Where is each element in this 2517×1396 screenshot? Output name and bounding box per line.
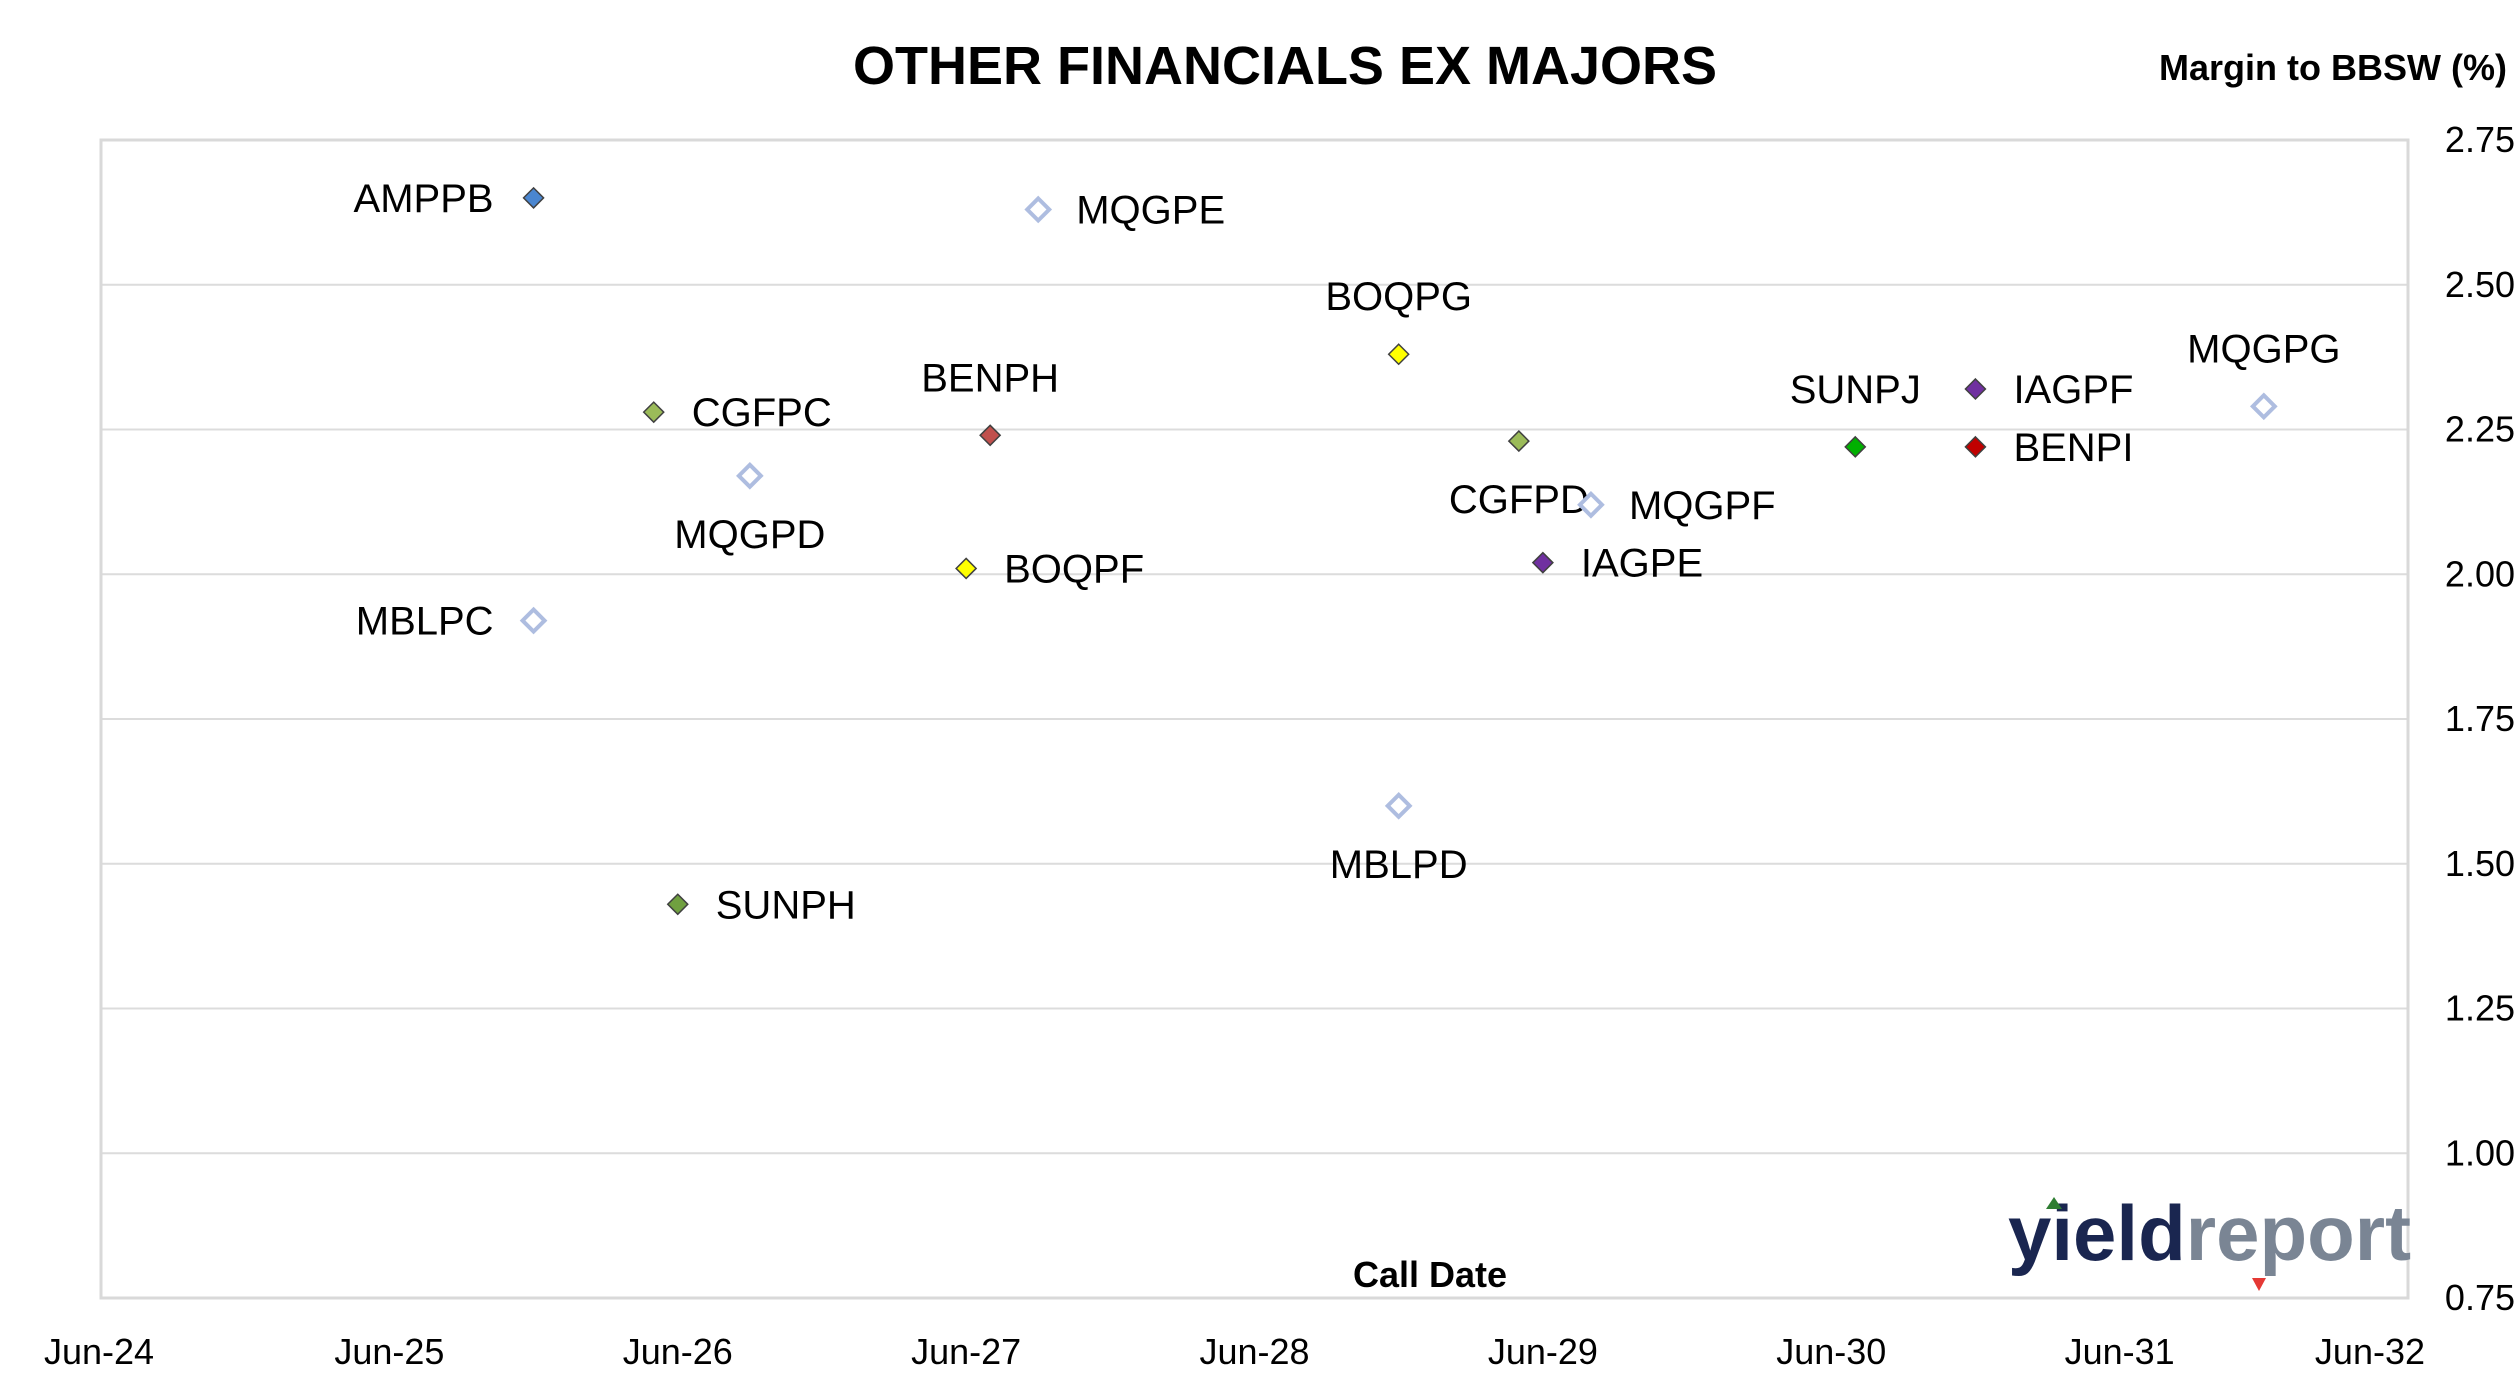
x-tick-label: Jun-31 bbox=[2065, 1331, 2175, 1372]
data-point-mqgpf: MQGPF bbox=[1577, 484, 1776, 528]
data-point-iagpe: IAGPE bbox=[1531, 542, 1703, 586]
point-label: SUNPJ bbox=[1790, 368, 1921, 412]
point-marker bbox=[522, 186, 545, 209]
data-points: AMPPB MQGPE BOQPG MQGPG CGFPC BENPH IAGPF SUNPJ… bbox=[354, 177, 2341, 927]
y-tick-label: 1.50 bbox=[2445, 843, 2515, 884]
point-marker bbox=[955, 557, 978, 580]
data-point-benpi: BENPI bbox=[1964, 426, 2133, 470]
point-marker bbox=[1024, 195, 1053, 224]
point-marker bbox=[1384, 792, 1413, 820]
data-point-mblpc: MBLPC bbox=[356, 600, 548, 644]
point-label: SUNPH bbox=[716, 883, 856, 927]
point-label: BENPI bbox=[2013, 426, 2133, 470]
plot-area-border bbox=[99, 138, 2410, 1300]
y-tick-label: 2.75 bbox=[2445, 119, 2515, 160]
y-tick-label: 2.00 bbox=[2445, 553, 2515, 594]
point-marker bbox=[1844, 435, 1867, 458]
point-marker bbox=[1387, 343, 1410, 366]
point-label: BOQPF bbox=[1004, 547, 1144, 591]
y-tick-label: 2.50 bbox=[2445, 264, 2515, 305]
point-label: BENPH bbox=[921, 356, 1059, 400]
data-point-sunpj: SUNPJ bbox=[1790, 368, 1921, 458]
data-point-cgfpc: CGFPC bbox=[642, 391, 832, 435]
point-label: CGFPD bbox=[1449, 478, 1589, 522]
point-marker bbox=[1964, 377, 1987, 401]
point-label: IAGPE bbox=[1581, 542, 1703, 586]
data-point-cgfpd: CGFPD bbox=[1449, 430, 1589, 522]
x-tick-label: Jun-25 bbox=[334, 1331, 444, 1372]
data-point-mqgpe: MQGPE bbox=[1024, 188, 1225, 232]
logo-down-arrow-icon bbox=[2252, 1278, 2266, 1291]
point-marker bbox=[736, 461, 764, 490]
data-point-iagpf: IAGPF bbox=[1964, 368, 2133, 412]
point-label: MQGPD bbox=[674, 513, 825, 557]
point-marker bbox=[979, 424, 1002, 447]
x-tick-label: Jun-28 bbox=[1199, 1331, 1309, 1372]
point-marker bbox=[519, 606, 548, 635]
x-tick-label: Jun-32 bbox=[2315, 1331, 2425, 1372]
data-point-mblpd: MBLPD bbox=[1330, 792, 1468, 887]
data-point-benph: BENPH bbox=[921, 356, 1059, 447]
x-tick-label: Jun-26 bbox=[623, 1331, 733, 1372]
point-label: CGFPC bbox=[692, 391, 832, 435]
data-point-amppb: AMPPB bbox=[354, 177, 545, 221]
data-point-sunph: SUNPH bbox=[666, 883, 856, 927]
point-label: MBLPC bbox=[356, 600, 494, 644]
y-tick-labels: 0.75 1.00 1.25 1.50 1.75 2.00 2.25 2.50 2.75 bbox=[2445, 119, 2515, 1318]
point-marker bbox=[2249, 392, 2278, 421]
point-marker bbox=[666, 893, 689, 916]
data-point-boqpg: BOQPG bbox=[1325, 275, 1472, 366]
point-marker bbox=[1507, 430, 1530, 453]
point-label: BOQPG bbox=[1325, 275, 1472, 319]
x-tick-labels: Jun-24 Jun-25 Jun-26 Jun-27 Jun-28 Jun-29 Jun-… bbox=[44, 1331, 2425, 1372]
y-axis-label: Margin to BBSW (%) bbox=[2159, 47, 2507, 88]
logo-text: yieldreport bbox=[2008, 1189, 2411, 1277]
chart-title: OTHER FINANCIALS EX MAJORS bbox=[853, 36, 1717, 96]
yieldreport-logo: yieldreport bbox=[2008, 1189, 2411, 1291]
gridlines bbox=[101, 283, 2408, 1155]
logo-up-arrow-icon bbox=[2046, 1197, 2062, 1209]
logo-yield: yield bbox=[2008, 1189, 2186, 1277]
data-point-mqgpg: MQGPG bbox=[2187, 327, 2340, 421]
point-label: MQGPG bbox=[2187, 327, 2340, 371]
y-tick-label: 1.25 bbox=[2445, 988, 2515, 1029]
data-point-boqpf: BOQPF bbox=[955, 547, 1144, 591]
point-label: MBLPD bbox=[1330, 843, 1468, 887]
point-label: MQGPF bbox=[1629, 484, 1776, 528]
point-marker bbox=[1577, 490, 1605, 519]
x-axis-label: Call Date bbox=[1353, 1254, 1507, 1295]
y-tick-label: 1.75 bbox=[2445, 698, 2515, 739]
point-label: AMPPB bbox=[354, 177, 494, 221]
data-point-mqgpd: MQGPD bbox=[674, 461, 825, 557]
point-marker bbox=[1964, 435, 1987, 458]
x-tick-label: Jun-30 bbox=[1776, 1331, 1886, 1372]
x-tick-label: Jun-27 bbox=[911, 1331, 1021, 1372]
logo-report: report bbox=[2186, 1189, 2411, 1277]
y-tick-label: 0.75 bbox=[2445, 1277, 2515, 1318]
point-marker bbox=[642, 401, 665, 424]
point-label: IAGPF bbox=[2013, 368, 2133, 412]
y-tick-label: 1.00 bbox=[2445, 1132, 2515, 1173]
x-tick-label: Jun-29 bbox=[1488, 1331, 1598, 1372]
y-tick-label: 2.25 bbox=[2445, 409, 2515, 450]
point-label: MQGPE bbox=[1076, 188, 1225, 232]
point-marker bbox=[1531, 551, 1554, 574]
x-tick-label: Jun-24 bbox=[44, 1331, 154, 1372]
